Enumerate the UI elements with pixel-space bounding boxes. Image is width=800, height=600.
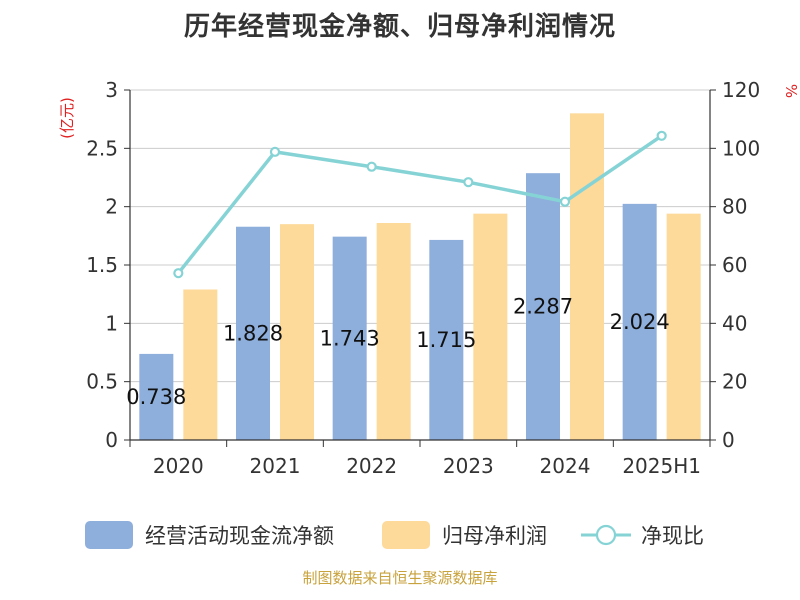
line-net-cash-ratio (176, 134, 663, 275)
legend-marker-net-cash-ratio (595, 524, 617, 546)
data-label-cash-flow-2025H1: 2.024 (610, 310, 670, 334)
bar-net-profit-2024 (570, 113, 604, 440)
legend-label-net-cash-ratio: 净现比 (641, 524, 704, 548)
x-tick-label-2025H1: 2025H1 (622, 454, 701, 478)
y-left-tick-label-6: 3 (105, 78, 118, 102)
data-label-cash-flow-2023: 1.715 (416, 328, 476, 352)
y-left-axis-label: (亿元) (58, 97, 76, 139)
bar-cash-flow-2022 (332, 236, 367, 440)
y-right-tick-label-5: 100 (722, 136, 760, 160)
bar-cash-flow-2021 (236, 226, 270, 440)
legend-swatch-net-profit (382, 521, 430, 549)
y-right-tick-label-4: 80 (722, 195, 747, 219)
data-source-note: 制图数据来自恒生聚源数据库 (302, 569, 498, 587)
bar-cash-flow-2024 (526, 173, 560, 440)
x-tick-label-2020: 2020 (153, 454, 204, 478)
data-label-cash-flow-2022: 1.743 (320, 326, 380, 350)
x-tick-label-2023: 2023 (443, 454, 494, 478)
y-left-tick-label-0: 0 (105, 428, 118, 452)
point-net-cash-ratio-2022 (366, 161, 377, 172)
bar-net-profit-2023 (473, 213, 508, 440)
data-label-cash-flow-2021: 1.828 (223, 321, 283, 345)
legend-label-net-profit: 归母净利润 (442, 524, 547, 548)
point-net-cash-ratio-2025H1 (656, 130, 667, 141)
point-net-cash-ratio-2020 (173, 268, 184, 279)
point-net-cash-ratio-2021 (269, 146, 281, 157)
data-label-cash-flow-2020: 0.738 (126, 385, 186, 409)
x-tick-label-2021: 2021 (250, 454, 301, 478)
bar-net-profit-2020 (183, 289, 218, 440)
bar-cash-flow-2020 (139, 353, 174, 440)
bar-net-profit-2025H1 (666, 213, 701, 440)
y-left-tick-label-2: 1 (105, 311, 118, 335)
y-right-tick-label-3: 60 (722, 253, 747, 277)
y-right-tick-label-1: 20 (722, 370, 747, 394)
y-left-tick-label-3: 1.5 (86, 253, 118, 277)
bar-net-profit-2021 (280, 224, 314, 440)
bar-cash-flow-2023 (429, 239, 464, 440)
y-right-tick-label-0: 0 (722, 428, 735, 452)
y-right-tick-label-6: 120 (722, 78, 760, 102)
legend-swatch-cash-flow (85, 521, 133, 549)
bar-cash-flow-2025H1 (622, 203, 657, 440)
y-left-tick-label-1: 0.5 (86, 370, 118, 394)
point-net-cash-ratio-2023 (463, 177, 474, 188)
x-tick-label-2024: 2024 (540, 454, 591, 478)
y-right-axis-label: % (782, 84, 800, 98)
chart-title: 历年经营现金净额、归母净利润情况 (183, 12, 616, 42)
y-left-tick-label-4: 2 (105, 195, 118, 219)
y-right-tick-label-2: 40 (722, 311, 747, 335)
data-label-cash-flow-2024: 2.287 (513, 295, 573, 319)
x-tick-label-2022: 2022 (346, 454, 397, 478)
y-left-tick-label-5: 2.5 (86, 136, 118, 160)
bar-net-profit-2022 (376, 223, 411, 440)
legend-label-cash-flow: 经营活动现金流净额 (145, 524, 334, 548)
point-net-cash-ratio-2024 (559, 196, 571, 207)
